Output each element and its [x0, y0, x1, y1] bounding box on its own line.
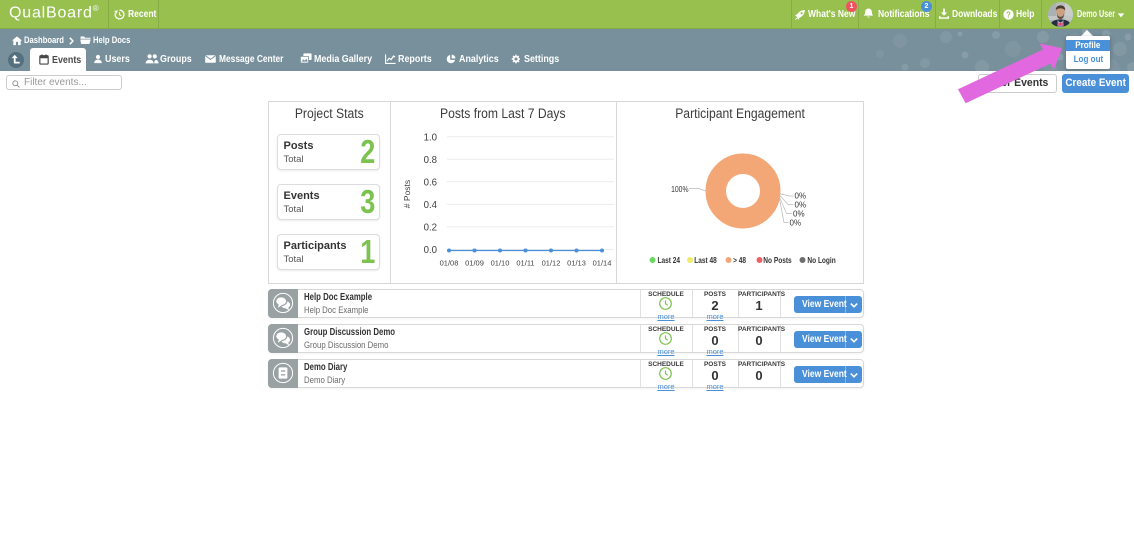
- svg-text:1.0: 1.0: [424, 132, 438, 143]
- svg-text:No Login: No Login: [807, 255, 835, 265]
- svg-text:Last 24: Last 24: [658, 255, 681, 265]
- svg-text:# Posts: # Posts: [402, 180, 412, 208]
- svg-text:No Posts: No Posts: [763, 255, 791, 265]
- svg-text:0.0: 0.0: [424, 245, 438, 256]
- svg-text:0.4: 0.4: [424, 200, 438, 211]
- svg-text:01/08: 01/08: [440, 259, 459, 268]
- svg-text:0.2: 0.2: [424, 222, 438, 233]
- svg-text:Last 48: Last 48: [694, 255, 717, 265]
- svg-text:0%: 0%: [795, 201, 807, 210]
- svg-text:01/09: 01/09: [465, 259, 484, 268]
- svg-text:0%: 0%: [790, 219, 802, 228]
- svg-text:0.6: 0.6: [424, 177, 438, 188]
- svg-text:100%: 100%: [671, 184, 689, 194]
- svg-text:0%: 0%: [795, 192, 807, 201]
- svg-text:01/13: 01/13: [567, 259, 586, 268]
- svg-text:0.8: 0.8: [424, 155, 438, 166]
- svg-text:> 48: > 48: [733, 255, 746, 265]
- svg-text:01/11: 01/11: [516, 259, 534, 268]
- svg-text:0%: 0%: [793, 210, 805, 219]
- svg-text:?: ?: [1006, 10, 1011, 19]
- svg-text:01/14: 01/14: [593, 259, 612, 268]
- svg-text:01/10: 01/10: [491, 259, 510, 268]
- svg-text:01/12: 01/12: [542, 259, 561, 268]
